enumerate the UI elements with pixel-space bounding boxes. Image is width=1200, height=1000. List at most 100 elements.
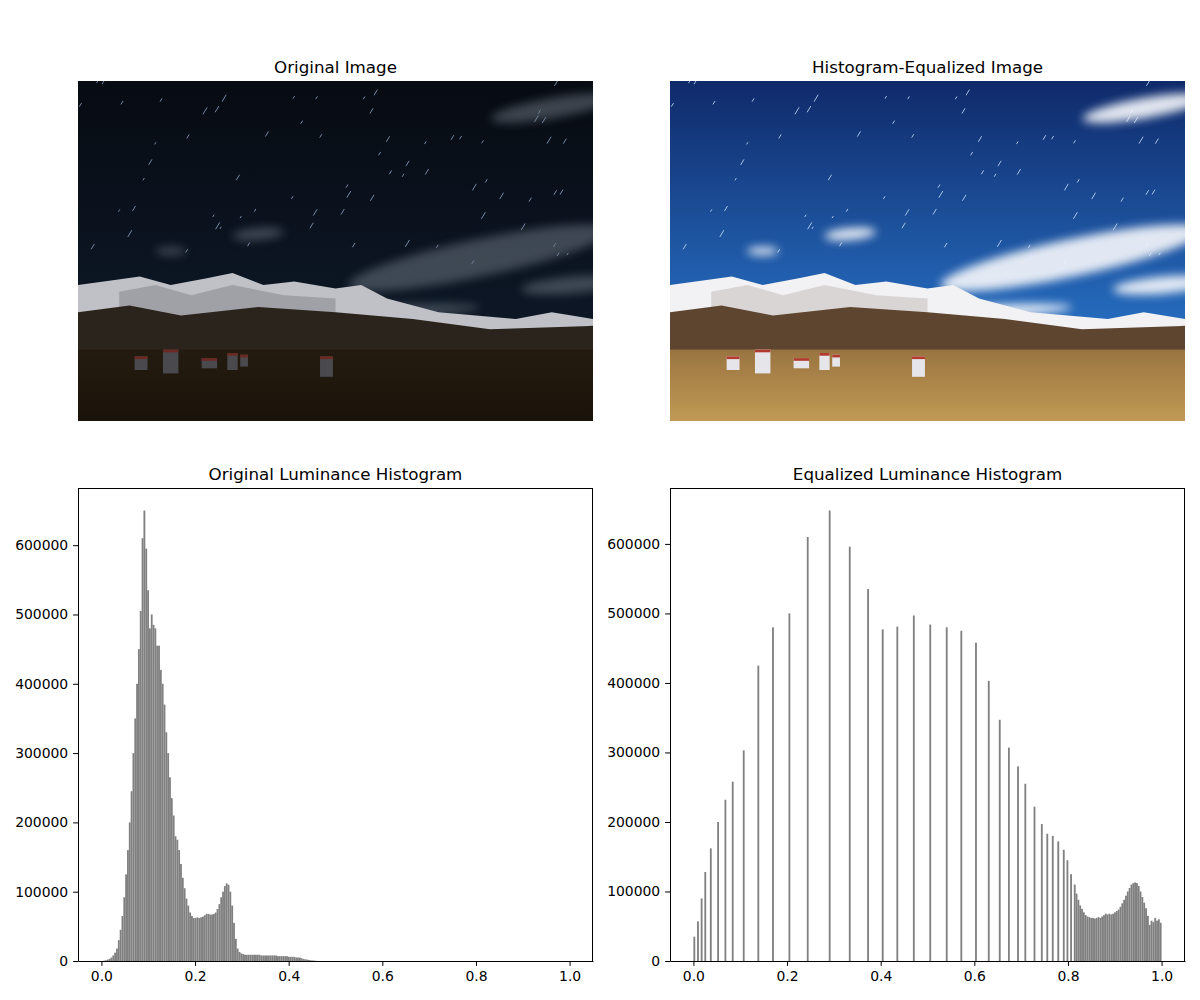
bar	[116, 949, 118, 961]
bar	[772, 627, 774, 961]
bar	[1008, 748, 1010, 961]
bar	[528, 961, 530, 962]
bar	[1068, 961, 1070, 962]
bar	[314, 960, 316, 961]
bar	[871, 961, 873, 962]
bar	[487, 961, 489, 962]
bar	[423, 961, 425, 962]
bar	[829, 511, 831, 961]
bar	[788, 613, 790, 961]
bar	[361, 961, 363, 962]
bar	[495, 961, 497, 962]
bar	[904, 961, 906, 962]
axis-line	[670, 489, 671, 962]
bar	[198, 918, 200, 961]
bar	[559, 961, 561, 962]
star-trail	[216, 222, 220, 229]
bar	[697, 921, 699, 961]
bar	[171, 798, 173, 961]
tick-mark	[73, 545, 78, 546]
bar	[250, 955, 252, 961]
bar	[434, 961, 436, 962]
bar	[140, 611, 142, 961]
bar	[1083, 912, 1085, 961]
tick-mark	[570, 961, 571, 966]
bar	[820, 961, 822, 962]
star-trail	[971, 152, 973, 155]
bar	[1143, 903, 1145, 961]
bar	[977, 961, 979, 962]
bar	[520, 961, 522, 962]
bar	[246, 955, 248, 961]
bar	[456, 961, 458, 962]
bar	[873, 961, 875, 962]
bar	[878, 961, 880, 962]
bar	[542, 961, 544, 962]
bar	[507, 961, 509, 962]
building	[912, 356, 925, 376]
bar	[107, 960, 109, 961]
bar	[458, 961, 460, 962]
star-trail	[795, 107, 799, 114]
bar	[228, 885, 230, 961]
bar	[451, 961, 453, 962]
panel: 0.00.20.40.60.81.00100000200000300000400…	[607, 464, 1185, 984]
bar	[1118, 910, 1120, 961]
bar	[420, 961, 422, 962]
bar	[852, 961, 854, 962]
bar	[531, 961, 533, 962]
bar	[220, 897, 222, 961]
star-trail	[997, 240, 1001, 247]
star-trail	[363, 97, 365, 100]
ground	[78, 350, 593, 421]
tick: 0.0	[91, 961, 113, 984]
bar	[757, 666, 759, 961]
bar	[842, 961, 844, 962]
bar	[226, 883, 228, 961]
bar	[827, 961, 829, 962]
bar	[339, 961, 341, 962]
star-trail	[1017, 169, 1020, 175]
building	[727, 356, 740, 370]
bar	[979, 961, 981, 962]
bar	[1017, 766, 1019, 961]
y-axis: 0100000200000300000400000500000600000	[15, 489, 78, 969]
tick-mark	[289, 961, 290, 966]
bar	[1030, 961, 1032, 962]
tick-mark	[101, 961, 102, 966]
bar	[515, 961, 517, 962]
bar	[138, 649, 140, 961]
bar	[759, 961, 761, 962]
bar	[352, 961, 354, 962]
bar	[484, 961, 486, 962]
bar	[271, 955, 273, 961]
roof	[202, 358, 217, 361]
star-trail	[149, 159, 152, 165]
bar	[147, 590, 149, 961]
bar	[1094, 919, 1096, 961]
bar	[233, 923, 235, 961]
star-trail	[386, 136, 389, 142]
bar	[125, 874, 127, 961]
tick: 0.8	[1057, 961, 1079, 984]
bar	[862, 961, 864, 962]
bar	[239, 952, 241, 961]
bar	[990, 961, 992, 962]
star-trail	[370, 195, 374, 201]
bar	[935, 961, 937, 962]
star-trail	[1016, 141, 1018, 144]
bar	[704, 872, 706, 961]
bar	[286, 956, 288, 961]
bar	[297, 958, 299, 961]
star-trail	[291, 196, 293, 199]
bar	[312, 960, 314, 961]
bar	[761, 961, 763, 962]
bar	[421, 961, 423, 962]
cloud	[824, 226, 876, 243]
bar	[409, 961, 411, 962]
bar	[282, 956, 284, 961]
bar	[401, 961, 403, 962]
tick-label: 0.4	[278, 968, 300, 984]
bar	[710, 848, 712, 961]
bar	[1074, 885, 1076, 961]
